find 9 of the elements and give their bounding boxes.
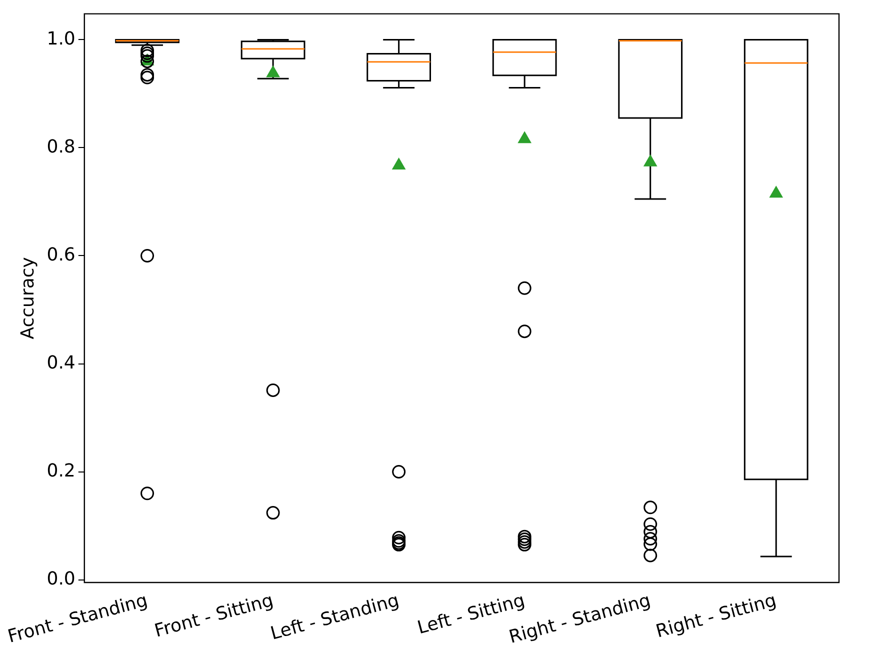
y-tick-label: 0.0 [46, 568, 76, 590]
y-tick-label: 0.8 [46, 136, 76, 158]
y-tick-label: 0.4 [46, 352, 76, 374]
y-tick-label: 0.2 [46, 460, 76, 482]
y-tick-label: 1.0 [46, 28, 76, 50]
x-tick-label: Right - Sitting [654, 590, 779, 642]
x-tick-label: Front - Standing [6, 590, 150, 648]
y-axis-title: Accuracy [18, 256, 39, 340]
y-tick-label: 0.6 [46, 244, 76, 266]
